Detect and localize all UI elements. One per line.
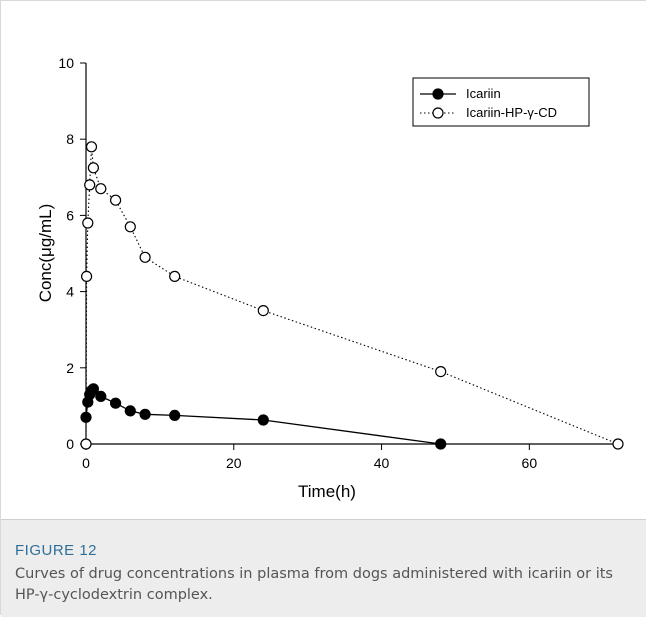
legend-box [412, 77, 590, 127]
series-line [85, 146, 619, 445]
data-point [612, 438, 624, 450]
data-point [80, 270, 93, 282]
line-chart: 0 2 4 6 8 10 0 20 40 60 Time(h) Conc(μg/mL) Icari… [36, 55, 624, 501]
data-point [139, 251, 151, 263]
data-point [87, 383, 100, 395]
legend-label: Icariin-HP-γ-CD [466, 105, 557, 120]
data-point [124, 221, 136, 233]
data-point [169, 409, 181, 421]
data-point [139, 408, 151, 420]
data-point [95, 390, 107, 402]
legend-label: Icariin [466, 86, 501, 101]
y-tick-label: 10 [58, 55, 74, 71]
figure-label: FIGURE 12 [15, 542, 98, 559]
y-tick-label: 0 [66, 436, 74, 452]
data-point [435, 366, 447, 378]
legend: Icariin Icariin-HP-γ-CD [412, 77, 590, 127]
data-point [124, 405, 136, 417]
data-point [80, 438, 92, 450]
series-0 [80, 383, 447, 450]
series-1 [80, 141, 624, 450]
y-tick-label: 4 [66, 284, 74, 300]
axis-ticks: 0 2 4 6 8 10 0 20 40 60 [58, 55, 537, 471]
figure-caption: Curves of drug concentrations in plasma … [15, 566, 613, 603]
data-point [435, 438, 447, 450]
series-layer [80, 141, 624, 450]
chart-area: 0 2 4 6 8 10 0 20 40 60 Time(h) Conc(μg/mL) Icari… [1, 1, 646, 521]
data-point [257, 305, 269, 317]
x-tick-label: 60 [522, 455, 538, 471]
data-point [109, 397, 122, 409]
data-point [80, 411, 92, 423]
x-tick-label: 20 [226, 455, 242, 471]
legend-marker [432, 88, 444, 100]
x-tick-label: 40 [374, 455, 390, 471]
y-axis-label: Conc(μg/mL) [36, 204, 55, 303]
data-point [84, 179, 96, 191]
figure-caption-block: FIGURE 12 Curves of drug concentrations … [1, 519, 646, 617]
data-point [87, 162, 100, 174]
data-point [257, 414, 269, 426]
data-point [85, 141, 98, 153]
data-point [109, 194, 122, 206]
data-point [169, 270, 181, 282]
data-point [82, 217, 94, 229]
data-point [95, 183, 107, 195]
y-tick-label: 8 [66, 131, 74, 147]
x-axis-label: Time(h) [298, 482, 356, 501]
y-tick-label: 2 [66, 360, 74, 376]
y-tick-label: 6 [66, 207, 74, 223]
legend-marker [432, 107, 444, 119]
x-tick-label: 0 [82, 455, 90, 471]
